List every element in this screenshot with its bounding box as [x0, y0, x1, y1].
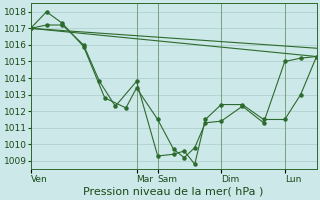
X-axis label: Pression niveau de la mer( hPa ): Pression niveau de la mer( hPa )	[84, 187, 264, 197]
